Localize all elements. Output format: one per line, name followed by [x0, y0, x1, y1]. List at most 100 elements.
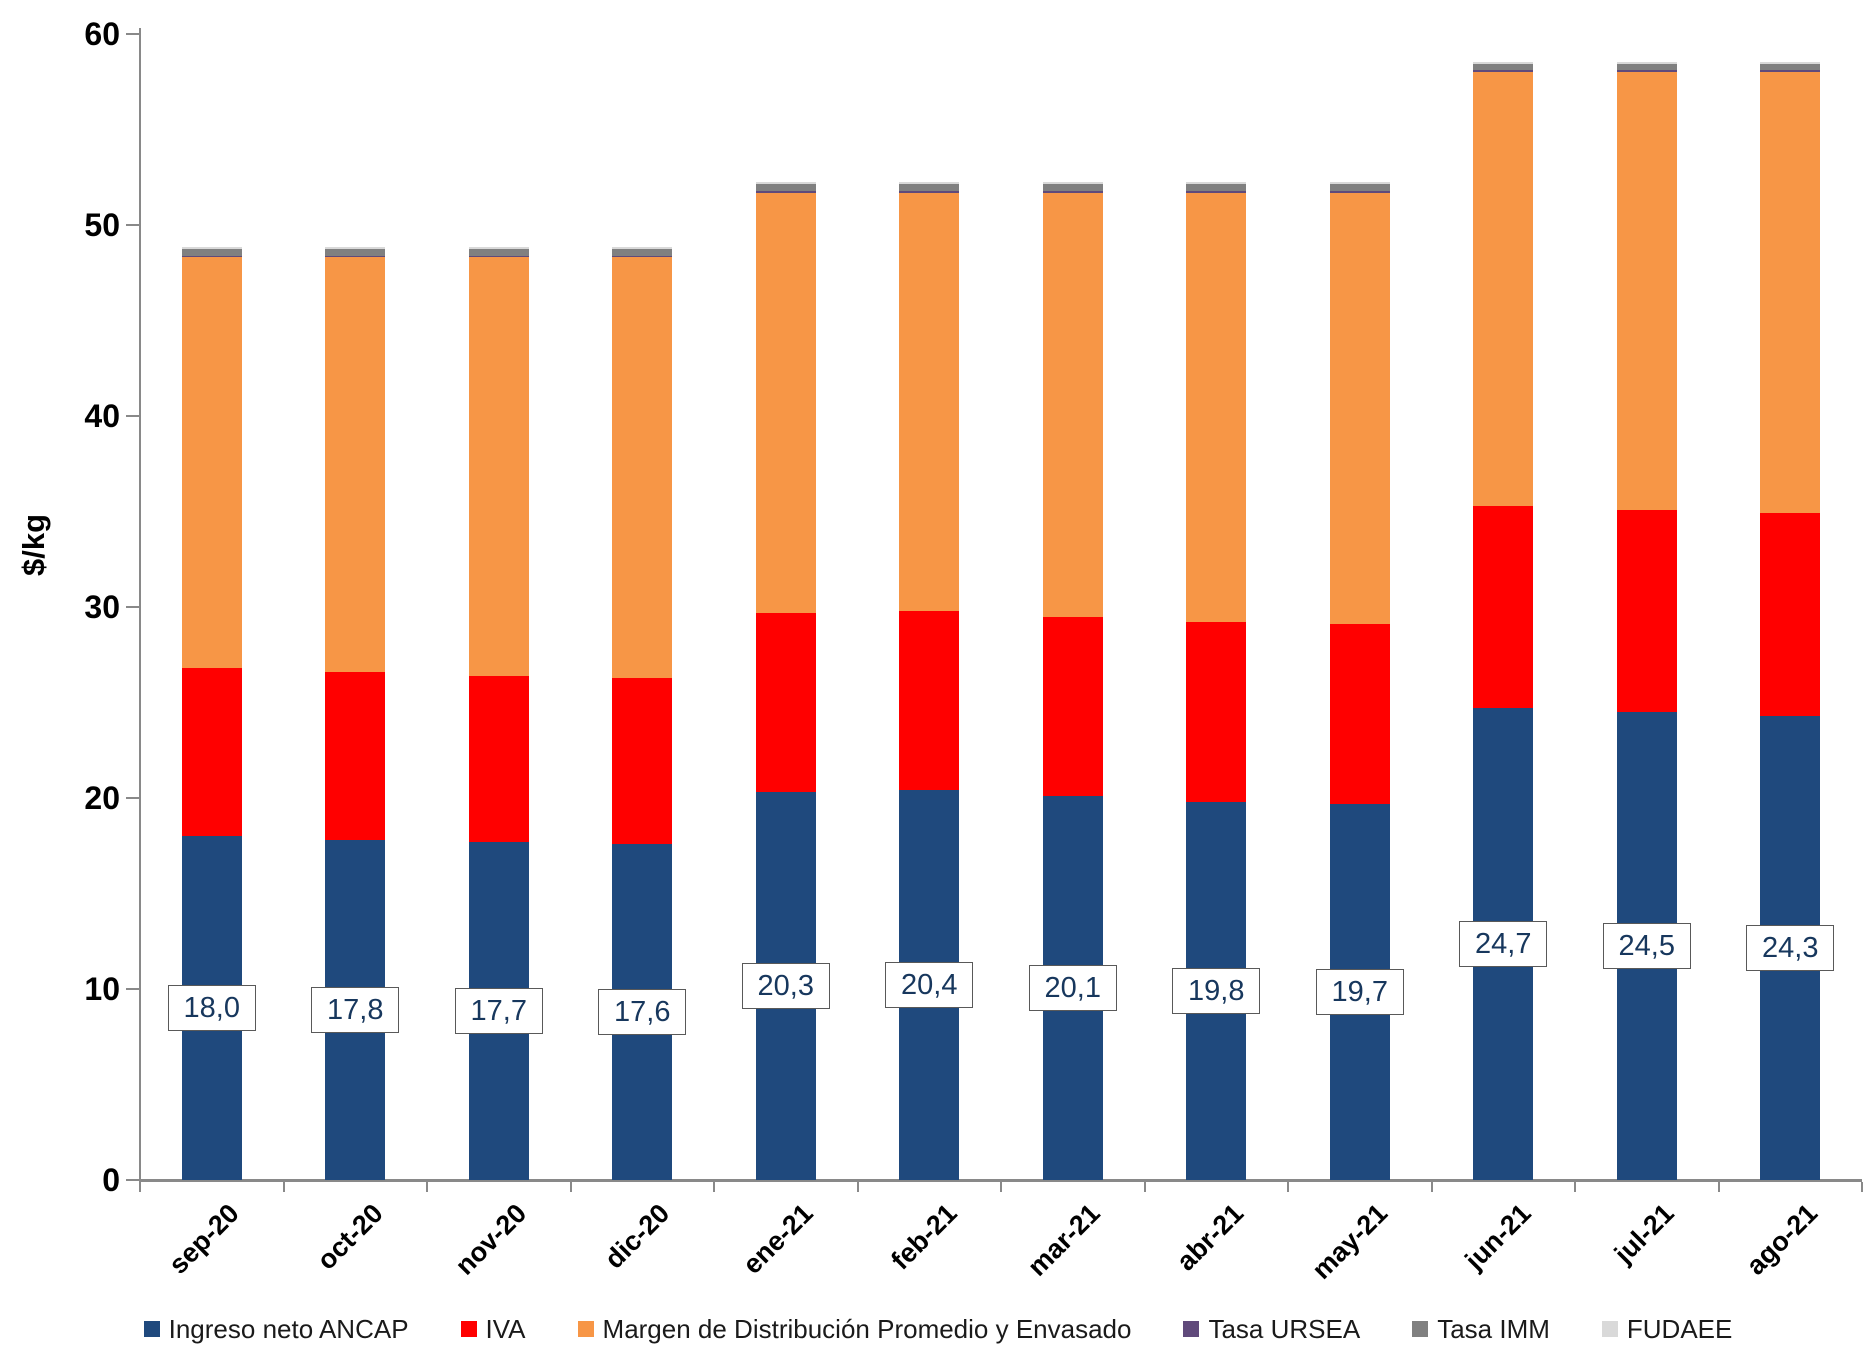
data-label-oct-20: 17,8	[311, 987, 400, 1033]
x-tick-mark	[856, 1182, 859, 1192]
x-tick-mark	[713, 1182, 715, 1192]
segment-Margen de Distribución Promedio y Envasado	[1329, 192, 1390, 625]
segment-Margen de Distribución Promedio y Envasado	[1473, 72, 1534, 506]
segment-FUDAEE	[755, 182, 816, 184]
segment-FUDAEE	[1760, 62, 1821, 64]
x-label-jul-21: jul-21	[1608, 1198, 1680, 1270]
segment-IVA	[1473, 505, 1534, 709]
segment-FUDAEE	[1616, 62, 1677, 64]
y-tick-mark	[126, 1179, 140, 1181]
y-tick-label: 20	[84, 780, 120, 816]
y-axis-line	[139, 28, 141, 1186]
segment-IVA	[1760, 513, 1821, 716]
segment-FUDAEE	[1186, 182, 1247, 184]
y-tick-label: 0	[102, 1162, 120, 1198]
segment-FUDAEE	[1042, 182, 1103, 184]
data-label-feb-21: 20,4	[885, 962, 974, 1009]
segment-IVA	[612, 677, 673, 844]
segment-Tasa URSEA	[1186, 190, 1247, 193]
legend: Ingreso neto ANCAP IVA Margen de Distribuc…	[0, 1316, 1876, 1342]
segment-IVA	[899, 610, 960, 791]
segment-FUDAEE	[1473, 62, 1534, 64]
segment-IVA	[468, 675, 529, 842]
x-label-feb-21: feb-21	[885, 1198, 963, 1276]
segment-Tasa IMM	[468, 248, 529, 256]
segment-IVA	[325, 671, 386, 841]
legend-swatch-Tasa URSEA	[1183, 1321, 1200, 1337]
data-label-sep-20: 18,0	[167, 985, 256, 1032]
x-tick-mark	[569, 1182, 572, 1192]
y-tick-mark	[126, 797, 140, 799]
segment-Tasa URSEA	[1616, 70, 1677, 73]
segment-Tasa URSEA	[612, 255, 673, 258]
segment-Tasa IMM	[325, 248, 386, 256]
segment-Margen de Distribución Promedio y Envasado	[612, 257, 673, 678]
y-tick-mark	[126, 606, 140, 608]
legend-swatch-Tasa IMM	[1412, 1321, 1429, 1337]
segment-Margen de Distribución Promedio y Envasado	[1760, 72, 1821, 514]
legend-item-Ingreso neto ANCAP: Ingreso neto ANCAP	[143, 1314, 409, 1344]
segment-Tasa IMM	[755, 183, 816, 191]
segment-Tasa IMM	[899, 183, 960, 191]
x-tick-mark	[282, 1182, 285, 1192]
segment-Margen de Distribución Promedio y Envasado	[899, 192, 960, 611]
segment-IVA	[1616, 509, 1677, 713]
legend-label: Ingreso neto ANCAP	[168, 1314, 409, 1344]
data-label-nov-20: 17,7	[454, 987, 543, 1034]
legend-item-IVA: IVA	[460, 1314, 526, 1344]
x-label-jun-21: jun-21	[1459, 1198, 1537, 1276]
segment-FUDAEE	[468, 247, 529, 249]
segment-Tasa URSEA	[1329, 190, 1390, 193]
data-label-ene-21: 20,3	[741, 963, 830, 1010]
y-tick-mark	[126, 33, 140, 35]
legend-label: IVA	[485, 1314, 526, 1344]
segment-Tasa URSEA	[325, 255, 386, 258]
legend-item-Tasa URSEA: Tasa URSEA	[1183, 1316, 1360, 1342]
x-tick-mark	[1430, 1182, 1433, 1192]
segment-Tasa URSEA	[1760, 70, 1821, 73]
segment-Margen de Distribución Promedio y Envasado	[1186, 192, 1247, 623]
segment-Tasa URSEA	[755, 190, 816, 193]
y-tick-label: 40	[84, 398, 120, 434]
segment-Margen de Distribución Promedio y Envasado	[1042, 192, 1103, 617]
segment-FUDAEE	[1329, 182, 1390, 184]
segment-Tasa IMM	[1186, 183, 1247, 191]
x-label-mar-21: mar-21	[1022, 1198, 1106, 1282]
x-tick-mark	[1000, 1182, 1002, 1192]
x-label-ago-21: ago-21	[1740, 1198, 1824, 1281]
legend-label: Tasa IMM	[1437, 1314, 1550, 1344]
segment-Margen de Distribución Promedio y Envasado	[1616, 72, 1677, 510]
legend-label: FUDAEE	[1626, 1314, 1733, 1344]
segment-Tasa URSEA	[181, 255, 242, 258]
segment-Tasa IMM	[1329, 183, 1390, 191]
y-tick-label: 10	[84, 971, 120, 1007]
data-label-ago-21: 24,3	[1746, 924, 1835, 971]
segment-Tasa IMM	[181, 248, 242, 256]
segment-FUDAEE	[325, 247, 386, 249]
segment-IVA	[181, 668, 242, 837]
x-tick-mark	[1574, 1182, 1576, 1192]
y-tick-label: 30	[84, 589, 120, 625]
legend-swatch-IVA	[460, 1321, 477, 1337]
segment-Tasa IMM	[1760, 63, 1821, 71]
legend-item-Tasa IMM: Tasa IMM	[1412, 1316, 1550, 1342]
data-label-abr-21: 19,8	[1172, 967, 1261, 1014]
data-label-dic-20: 17,6	[598, 988, 687, 1035]
x-tick-mark	[139, 1182, 141, 1192]
legend-item-FUDAEE: FUDAEE	[1601, 1314, 1733, 1344]
legend-swatch-Ingreso neto ANCAP	[143, 1321, 160, 1337]
segment-FUDAEE	[612, 247, 673, 249]
legend-label: Tasa URSEA	[1208, 1314, 1361, 1344]
segment-Tasa URSEA	[899, 190, 960, 193]
x-label-abr-21: abr-21	[1170, 1198, 1250, 1277]
x-label-ene-21: ene-21	[737, 1198, 819, 1280]
y-tick-mark	[126, 988, 140, 990]
segment-FUDAEE	[899, 182, 960, 184]
segment-Margen de Distribución Promedio y Envasado	[755, 192, 816, 613]
segment-IVA	[1329, 624, 1390, 804]
segment-Tasa URSEA	[1042, 190, 1103, 193]
segment-Tasa URSEA	[1473, 70, 1534, 73]
legend-swatch-FUDAEE	[1601, 1321, 1618, 1337]
x-label-sep-20: sep-20	[163, 1198, 245, 1280]
